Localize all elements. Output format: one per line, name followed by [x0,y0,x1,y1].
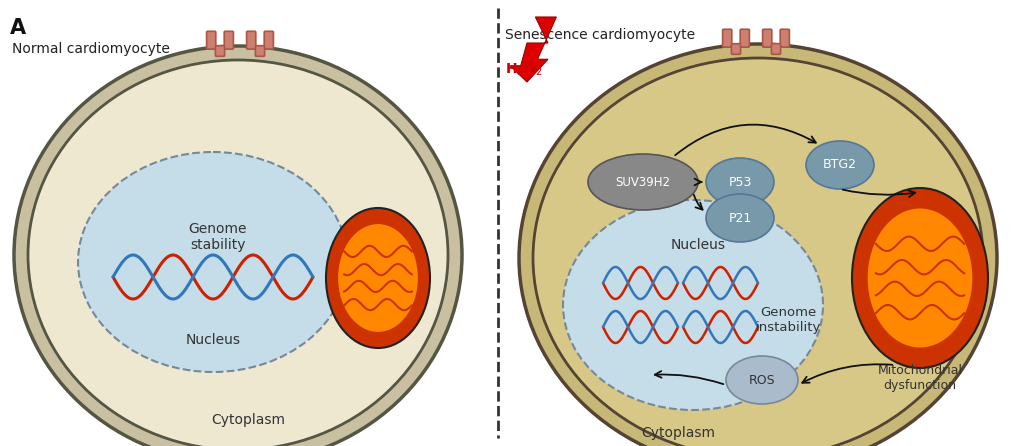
Text: ROS: ROS [748,373,774,387]
Ellipse shape [705,194,773,242]
Ellipse shape [77,152,347,372]
FancyBboxPatch shape [255,45,264,56]
FancyBboxPatch shape [264,31,273,49]
FancyBboxPatch shape [207,31,216,49]
Ellipse shape [28,60,447,446]
Text: Nucleus: Nucleus [185,333,240,347]
Text: Nucleus: Nucleus [669,238,725,252]
Text: Normal cardiomyocyte: Normal cardiomyocyte [12,42,170,56]
Text: A: A [10,18,26,38]
FancyBboxPatch shape [740,29,749,47]
Ellipse shape [866,208,972,348]
Ellipse shape [851,188,987,368]
Ellipse shape [14,46,462,446]
Ellipse shape [519,44,996,446]
Text: Cytoplasm: Cytoplasm [211,413,284,427]
Text: P21: P21 [728,211,751,224]
Ellipse shape [705,158,773,206]
Ellipse shape [726,356,797,404]
Text: Genome
stability: Genome stability [189,222,247,252]
FancyBboxPatch shape [762,29,771,47]
Text: H$_2$O$_2$: H$_2$O$_2$ [504,62,542,78]
Ellipse shape [326,208,430,348]
FancyBboxPatch shape [215,45,224,56]
Text: Cytoplasm: Cytoplasm [640,426,714,440]
FancyBboxPatch shape [224,31,233,49]
Ellipse shape [533,58,982,446]
FancyBboxPatch shape [731,44,740,54]
FancyBboxPatch shape [780,29,789,47]
Ellipse shape [337,223,418,333]
Text: Senescence cardiomyocyte: Senescence cardiomyocyte [504,28,694,42]
Text: Genome
instability: Genome instability [755,306,820,334]
Ellipse shape [587,154,697,210]
Text: Mitochondrial
dysfunction: Mitochondrial dysfunction [876,364,962,392]
FancyBboxPatch shape [721,29,731,47]
Text: BTG2: BTG2 [822,158,856,172]
Ellipse shape [805,141,873,189]
Polygon shape [510,17,555,82]
FancyBboxPatch shape [247,31,256,49]
FancyBboxPatch shape [770,44,780,54]
Text: SUV39H2: SUV39H2 [614,175,669,189]
Text: P53: P53 [728,175,751,189]
Ellipse shape [562,200,822,410]
